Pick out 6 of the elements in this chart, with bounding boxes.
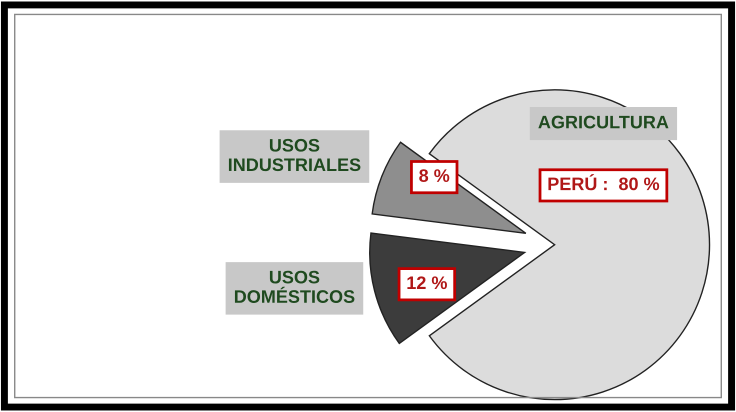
- data-label: 8 %: [419, 169, 450, 182]
- data-label: PERÚ : 80 %: [548, 174, 660, 190]
- data-label: 12 %: [407, 276, 447, 290]
- slice-label: AGRICULTURA: [538, 116, 668, 128]
- slice-label: USOS INDUSTRIALES: [228, 138, 360, 172]
- slice-label: USOS DOMÉSTICOS: [234, 270, 354, 303]
